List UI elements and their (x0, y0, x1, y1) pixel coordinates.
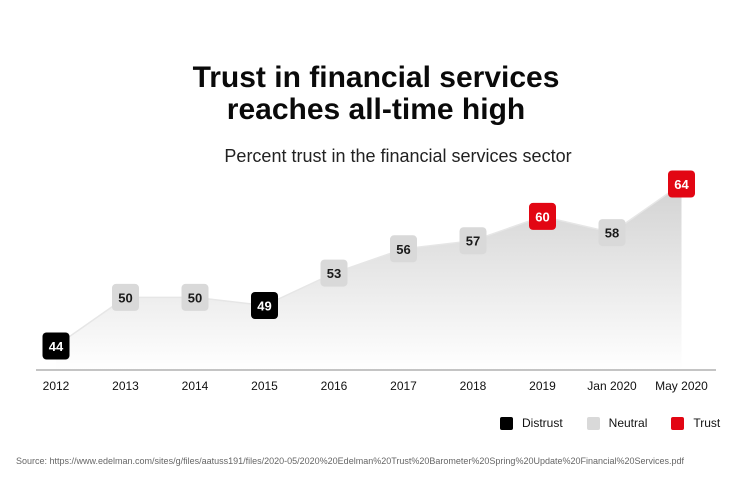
data-label: 60 (535, 209, 549, 224)
trust-line (55, 183, 682, 347)
x-tick-label-2014: 2014 (182, 379, 209, 393)
legend-label-trust: Trust (693, 416, 721, 430)
data-badge (598, 219, 626, 247)
x-tick-label-2015: 2015 (251, 379, 278, 393)
x-tick-label-may-2020: May 2020 (655, 379, 708, 393)
data-badge (251, 292, 278, 319)
data-point-2013: 50 (112, 283, 139, 311)
data-badge (320, 259, 348, 287)
data-badge (459, 227, 487, 255)
x-tick-label-2018: 2018 (460, 379, 487, 393)
chart-subtitle: Percent trust in the financial services … (224, 146, 572, 166)
data-point-2019: 60 (529, 202, 556, 230)
data-label: 58 (605, 226, 619, 241)
x-tick-label-2017: 2017 (390, 379, 417, 393)
chart-legend: Distrust Neutral Trust (500, 416, 720, 430)
data-badge (112, 283, 139, 311)
legend-item-distrust: Distrust (500, 416, 563, 430)
x-tick-label-jan-2020: Jan 2020 (587, 379, 637, 393)
legend-swatch-distrust (500, 416, 513, 430)
data-badge (181, 283, 209, 311)
data-label: 64 (674, 177, 689, 192)
data-point-2014: 50 (181, 283, 209, 311)
data-badge (390, 235, 417, 263)
data-label: 57 (466, 234, 480, 249)
legend-label-distrust: Distrust (522, 416, 563, 430)
data-label: 50 (118, 290, 132, 305)
data-point-2018: 57 (459, 227, 487, 255)
data-badge (42, 332, 70, 360)
source-note: Source: https://www.edelman.com/sites/g/… (16, 456, 685, 466)
chart-title: Trust in financial services reaches all-… (0, 62, 752, 126)
legend-item-neutral: Neutral (586, 416, 648, 430)
data-label: 49 (257, 299, 271, 314)
data-point-2017: 56 (390, 235, 417, 263)
trust-area (56, 184, 682, 370)
data-point-2015: 49 (251, 292, 278, 319)
data-point-2016: 53 (320, 259, 348, 287)
data-label: 50 (188, 290, 202, 305)
data-label: 44 (49, 339, 64, 354)
data-badge (529, 202, 556, 230)
x-tick-label-2019: 2019 (529, 379, 556, 393)
x-tick-label-2016: 2016 (321, 379, 348, 393)
chart-title-line-2: reaches all-time high (226, 93, 526, 126)
data-label: 53 (327, 266, 341, 281)
legend-item-trust: Trust (671, 416, 720, 430)
legend-label-neutral: Neutral (608, 416, 648, 430)
x-tick-label-2012: 2012 (43, 379, 70, 393)
data-badge (668, 170, 695, 198)
data-point-2012: 44 (42, 332, 70, 360)
data-point-jan-2020: 58 (598, 219, 626, 247)
legend-swatch-neutral (586, 416, 600, 430)
x-tick-label-2013: 2013 (112, 379, 139, 393)
chart-title-line-1: Trust in financial services (192, 61, 560, 94)
data-label: 56 (396, 242, 410, 257)
legend-swatch-trust (671, 416, 685, 430)
data-point-may-2020: 64 (668, 170, 695, 198)
